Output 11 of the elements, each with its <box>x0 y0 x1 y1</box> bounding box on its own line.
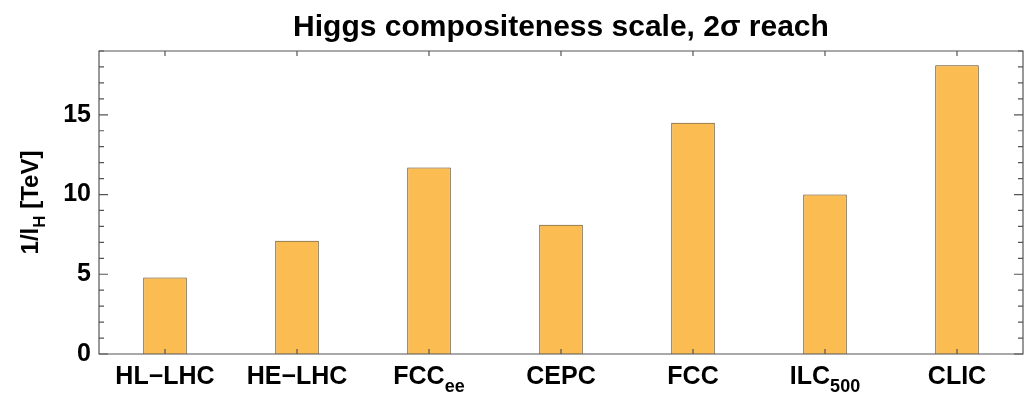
y-axis-title: 1/lH [TeV] <box>16 150 50 255</box>
x-tick-label: CLIC <box>927 361 987 389</box>
y-tick-label: 5 <box>77 258 92 287</box>
x-tick-label: FCC <box>667 361 719 389</box>
y-tick-label: 10 <box>63 178 91 207</box>
chart-title: Higgs compositeness scale, 2σ reach <box>293 9 829 42</box>
x-tick-label: HL−LHC <box>115 361 215 389</box>
x-tick-label: CEPC <box>526 361 596 389</box>
y-tick-label: 0 <box>77 337 91 366</box>
x-tick-label: HE−LHC <box>246 361 348 389</box>
y-tick-label: 15 <box>63 98 92 127</box>
